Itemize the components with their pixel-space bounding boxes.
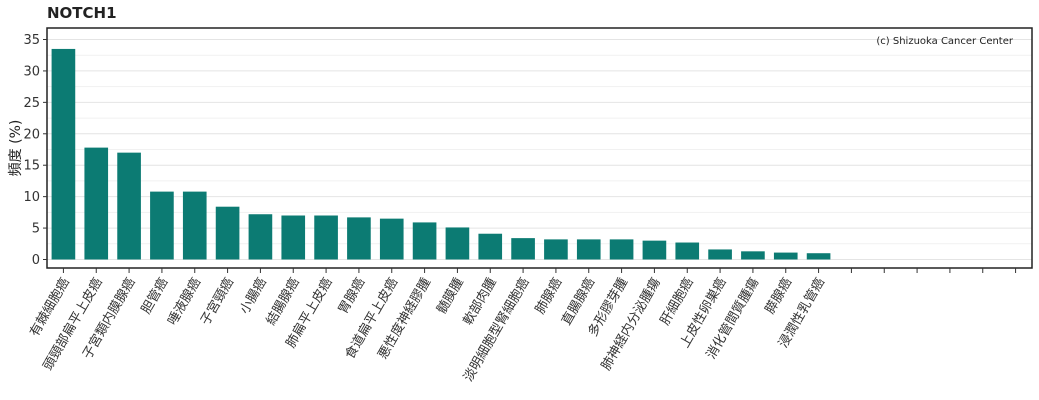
x-tick-label: 膵腺癌 [762,275,795,317]
credit-text: (c) Shizuoka Cancer Center [876,36,1014,47]
y-tick-label: 20 [23,127,40,142]
y-tick-label: 30 [23,64,40,79]
bar [741,251,765,260]
bar [445,227,470,260]
bar [215,206,240,260]
bar [314,215,338,260]
bar [51,48,76,260]
bar [117,152,141,260]
bar [642,240,667,260]
bar [576,239,601,260]
x-tick-label: 胆管癌 [138,275,171,317]
x-tick-label: 淡明細胞型腎細胞癌 [460,275,532,384]
x-tick-label: 胃腺癌 [335,275,368,317]
y-axis-label: 頻度 (%) [8,120,24,177]
bar [708,249,732,260]
y-tick-label: 35 [23,33,40,48]
bar [248,214,273,260]
grid [47,39,1032,260]
bar [773,252,798,260]
y-tick-label: 15 [23,159,40,174]
bar [806,253,831,260]
bar [478,233,503,260]
y-axis: 0 5 10 15 20 25 30 35 [23,33,47,268]
bar [150,191,174,260]
y-tick-label: 5 [32,222,40,237]
x-tick-label: 肺神経内分泌腫瘍 [598,275,664,373]
bar [544,239,568,260]
bar [412,222,437,260]
plot-border [46,27,1033,269]
x-tick-label: 髄膜腫 [434,275,467,317]
bar [511,238,535,260]
x-tick-label: 頭頸部扁平上皮癌 [40,275,106,373]
bar [182,191,207,260]
x-tick-label: 小腸癌 [237,275,270,317]
bar [84,147,109,260]
x-tick-label: 肺腺癌 [532,275,565,317]
y-tick-label: 10 [23,190,40,205]
y-tick-label: 0 [32,253,40,268]
chart-title: NOTCH1 [47,4,117,22]
y-tick-label: 25 [23,96,40,111]
bar [281,215,306,260]
bar [675,242,700,260]
bar [379,218,404,260]
bar [609,239,634,260]
bars [51,48,831,260]
bar [347,217,371,260]
